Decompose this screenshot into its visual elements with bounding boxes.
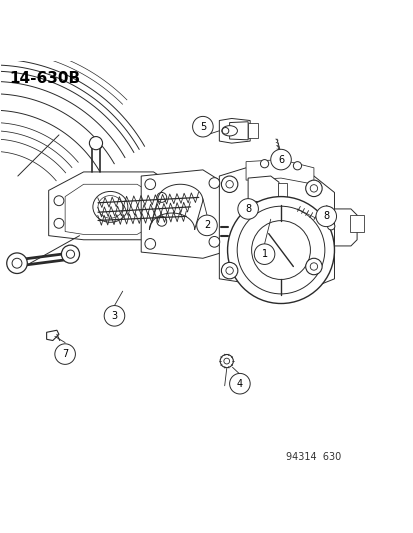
Circle shape: [61, 245, 79, 263]
Text: 8: 8: [244, 204, 251, 214]
Text: 4: 4: [236, 379, 242, 389]
Circle shape: [237, 206, 324, 294]
Polygon shape: [219, 168, 334, 287]
Text: 7: 7: [62, 349, 68, 359]
Circle shape: [157, 216, 166, 226]
Circle shape: [221, 176, 237, 192]
Polygon shape: [330, 209, 356, 246]
Ellipse shape: [221, 126, 237, 136]
Polygon shape: [141, 170, 223, 259]
Circle shape: [192, 116, 213, 137]
Polygon shape: [49, 172, 172, 240]
Circle shape: [277, 151, 284, 158]
Circle shape: [293, 161, 301, 170]
Circle shape: [227, 197, 334, 303]
Circle shape: [7, 253, 27, 273]
Circle shape: [237, 199, 258, 219]
Circle shape: [55, 344, 75, 365]
Text: 94314  630: 94314 630: [286, 452, 341, 462]
Polygon shape: [219, 118, 249, 143]
Circle shape: [309, 184, 317, 192]
Circle shape: [221, 262, 237, 279]
Circle shape: [251, 221, 310, 279]
Polygon shape: [65, 184, 151, 235]
Polygon shape: [247, 124, 258, 138]
Circle shape: [89, 136, 102, 150]
Text: 14-630B: 14-630B: [9, 71, 81, 86]
Ellipse shape: [93, 191, 128, 222]
Polygon shape: [277, 183, 287, 197]
Circle shape: [54, 219, 64, 228]
Circle shape: [54, 196, 64, 206]
Text: 1: 1: [261, 249, 267, 259]
Circle shape: [229, 374, 249, 394]
Text: 3: 3: [111, 311, 117, 321]
Circle shape: [305, 180, 321, 197]
Circle shape: [315, 206, 336, 227]
Circle shape: [157, 192, 166, 203]
Circle shape: [222, 127, 228, 134]
Circle shape: [305, 259, 321, 274]
Circle shape: [145, 239, 155, 249]
Circle shape: [327, 222, 334, 230]
Polygon shape: [247, 176, 278, 203]
Circle shape: [223, 358, 229, 364]
Text: 8: 8: [323, 211, 328, 221]
Circle shape: [66, 250, 74, 259]
Circle shape: [12, 259, 22, 268]
Text: 6: 6: [277, 155, 283, 165]
Text: 2: 2: [203, 220, 210, 230]
Text: 5: 5: [199, 122, 206, 132]
Circle shape: [145, 179, 155, 190]
Polygon shape: [245, 159, 313, 184]
Circle shape: [270, 149, 291, 170]
Circle shape: [209, 237, 219, 247]
Circle shape: [260, 159, 268, 168]
Ellipse shape: [98, 196, 122, 218]
Polygon shape: [47, 330, 59, 341]
Circle shape: [225, 181, 233, 188]
Circle shape: [220, 354, 233, 368]
Polygon shape: [229, 122, 247, 140]
Circle shape: [225, 267, 233, 274]
Polygon shape: [349, 215, 363, 231]
Circle shape: [104, 305, 124, 326]
Circle shape: [309, 263, 317, 270]
Circle shape: [209, 177, 219, 188]
Circle shape: [254, 244, 274, 264]
Circle shape: [196, 215, 217, 236]
